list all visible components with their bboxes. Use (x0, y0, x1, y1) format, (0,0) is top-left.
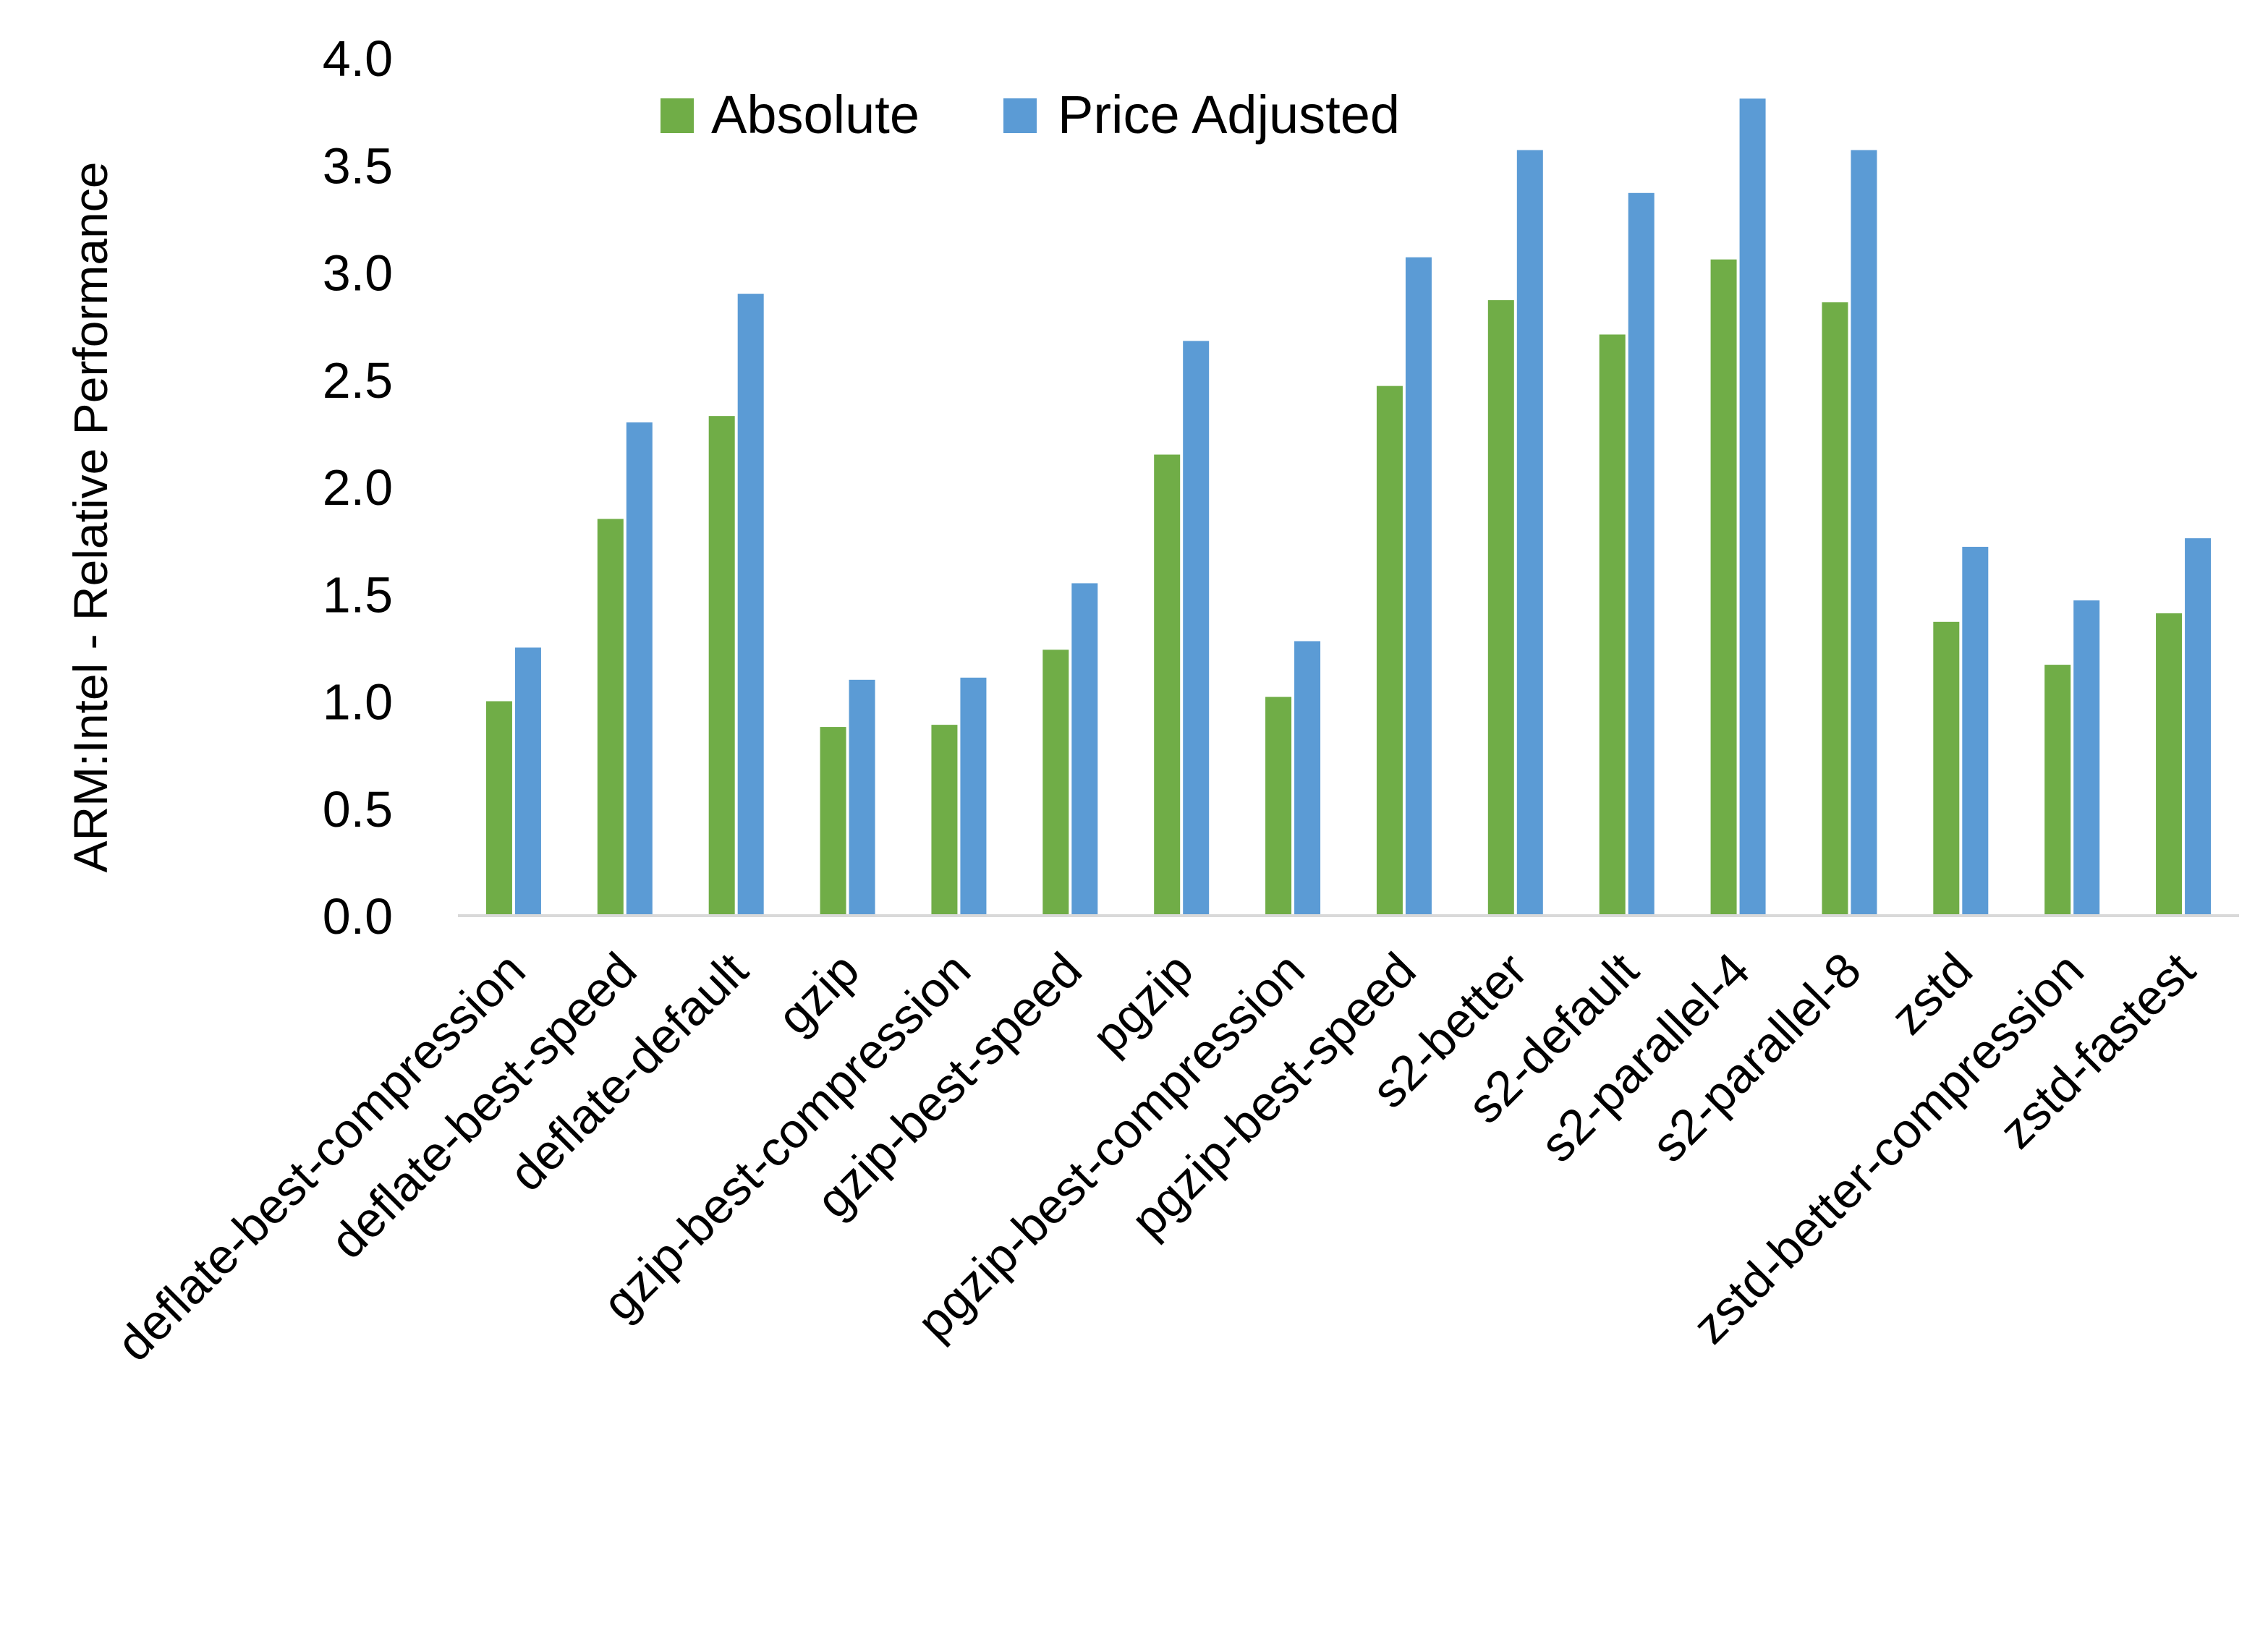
bar-price-adjusted-gzip (849, 679, 875, 916)
x-axis-labels: deflate-best-compressiondeflate-best-spe… (106, 942, 2206, 1372)
bar-price-adjusted-s2-parallel-8 (1851, 150, 1877, 916)
bar-absolute-deflate-best-speed (597, 519, 624, 916)
y-axis-ticks: 0.0 0.5 1.0 1.5 2.0 2.5 3.0 3.5 4.0 (323, 30, 393, 945)
bar-absolute-s2-better (1487, 300, 1514, 916)
bar-absolute-zstd (1933, 621, 1960, 916)
bar-price-adjusted-pgzip-best-speed (1405, 257, 1432, 916)
bar-absolute-zstd-fastest (2156, 613, 2183, 916)
y-tick-label: 3.5 (323, 137, 393, 194)
bar-price-adjusted-pgzip (1183, 341, 1210, 916)
y-tick-label: 0.5 (323, 781, 393, 838)
bar-absolute-gzip-best-compression (931, 725, 958, 916)
legend-swatch-price-adjusted (1003, 98, 1037, 133)
bar-price-adjusted-s2-default (1628, 192, 1655, 916)
y-tick-label: 0.0 (323, 888, 393, 945)
bar-price-adjusted-gzip-best-compression (960, 677, 987, 916)
bar-price-adjusted-gzip-best-speed (1071, 583, 1098, 916)
bar-absolute-pgzip-best-speed (1376, 386, 1403, 916)
bar-price-adjusted-s2-parallel-4 (1739, 98, 1766, 916)
bar-absolute-deflate-default (708, 416, 735, 916)
bar-price-adjusted-zstd-better-compression (2073, 600, 2100, 916)
bar-absolute-deflate-best-compression (485, 701, 512, 916)
bar-absolute-pgzip-best-compression (1265, 697, 1292, 916)
bar-absolute-gzip (820, 727, 846, 916)
y-tick-label: 1.5 (323, 566, 393, 623)
bar-absolute-s2-default (1599, 334, 1626, 916)
legend-swatch-absolute (661, 98, 694, 133)
x-tick-label: deflate-best-compression (106, 942, 536, 1372)
bar-absolute-pgzip (1154, 454, 1181, 916)
legend: Absolute Price Adjusted (661, 85, 1400, 145)
bar-absolute-s2-parallel-8 (1822, 302, 1848, 916)
y-axis-title: ARM:Intel - Relative Performance (64, 161, 117, 872)
bar-price-adjusted-s2-better (1516, 150, 1543, 916)
bar-absolute-gzip-best-speed (1042, 649, 1069, 916)
y-tick-label: 2.5 (323, 352, 393, 409)
bar-price-adjusted-deflate-best-compression (514, 647, 541, 916)
bar-price-adjusted-zstd-fastest (2185, 538, 2212, 916)
bar-price-adjusted-deflate-best-speed (626, 422, 653, 916)
bar-price-adjusted-zstd (1962, 547, 1989, 916)
bar-absolute-zstd-better-compression (2044, 665, 2071, 916)
y-tick-label: 4.0 (323, 30, 393, 87)
y-tick-label: 1.0 (323, 674, 393, 731)
y-tick-label: 3.0 (323, 245, 393, 302)
bar-absolute-s2-parallel-4 (1710, 259, 1737, 916)
y-tick-label: 2.0 (323, 459, 393, 516)
bar-price-adjusted-deflate-default (737, 294, 764, 916)
legend-label-absolute: Absolute (711, 85, 919, 145)
bar-price-adjusted-pgzip-best-compression (1294, 641, 1321, 916)
legend-label-price-adjusted: Price Adjusted (1058, 85, 1400, 145)
bars (485, 98, 2212, 916)
